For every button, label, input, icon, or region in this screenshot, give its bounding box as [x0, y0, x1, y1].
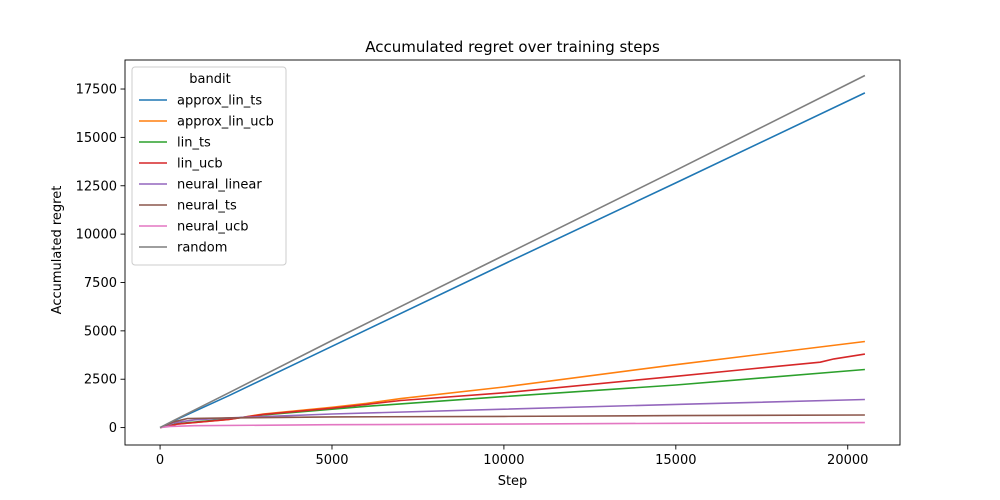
- legend-label-approx-lin-ts: approx_lin_ts: [177, 94, 262, 109]
- legend-title: bandit: [189, 72, 230, 87]
- y-tick-label: 17500: [76, 83, 117, 98]
- series-line-neural-linear: [159, 398, 865, 429]
- series-line-lin-ucb: [159, 353, 866, 429]
- y-tick-label: 15000: [76, 131, 117, 146]
- x-axis-label: Step: [498, 474, 528, 489]
- legend-label-approx-lin-ucb: approx_lin_ucb: [177, 115, 274, 130]
- legend-label-lin-ucb: lin_ucb: [177, 157, 223, 172]
- legend-label-lin-ts: lin_ts: [177, 136, 211, 151]
- y-axis-label: Accumulated regret: [50, 186, 65, 315]
- plot-frame: [124, 59, 901, 446]
- series-line-neural-ts: [159, 414, 865, 429]
- series-line-neural-ucb: [160, 421, 865, 429]
- legend-label-neural-ucb: neural_ucb: [177, 220, 249, 235]
- series-line-random: [159, 74, 866, 429]
- x-tick-label: 5000: [315, 453, 348, 468]
- y-tick-label: 12500: [76, 179, 117, 194]
- plot-layer: [159, 74, 866, 429]
- y-tick-label: 7500: [84, 276, 117, 291]
- legend-label-neural-ts: neural_ts: [177, 199, 237, 214]
- axes-layer: 0 5000 10000 15000 20000 0 2500 5000 7500 10000 12…: [76, 59, 901, 468]
- x-tick-label: 10000: [483, 453, 524, 468]
- x-tick-label: 15000: [655, 453, 696, 468]
- x-tick-label: 20000: [827, 453, 868, 468]
- chart-title: Accumulated regret over training steps: [365, 38, 660, 56]
- legend: bandit approx_lin_ts approx_lin_ucb lin_tsl…: [131, 66, 287, 266]
- legend-label-random: random: [177, 241, 227, 256]
- y-tick-label: 0: [109, 421, 117, 436]
- y-tick-label: 10000: [76, 228, 117, 243]
- legend-box: [131, 66, 287, 266]
- x-tick-label: 0: [156, 453, 164, 468]
- y-tick-label: 5000: [84, 324, 117, 339]
- legend-label-neural-linear: neural_linear: [177, 178, 262, 193]
- y-tick-label: 2500: [84, 373, 117, 388]
